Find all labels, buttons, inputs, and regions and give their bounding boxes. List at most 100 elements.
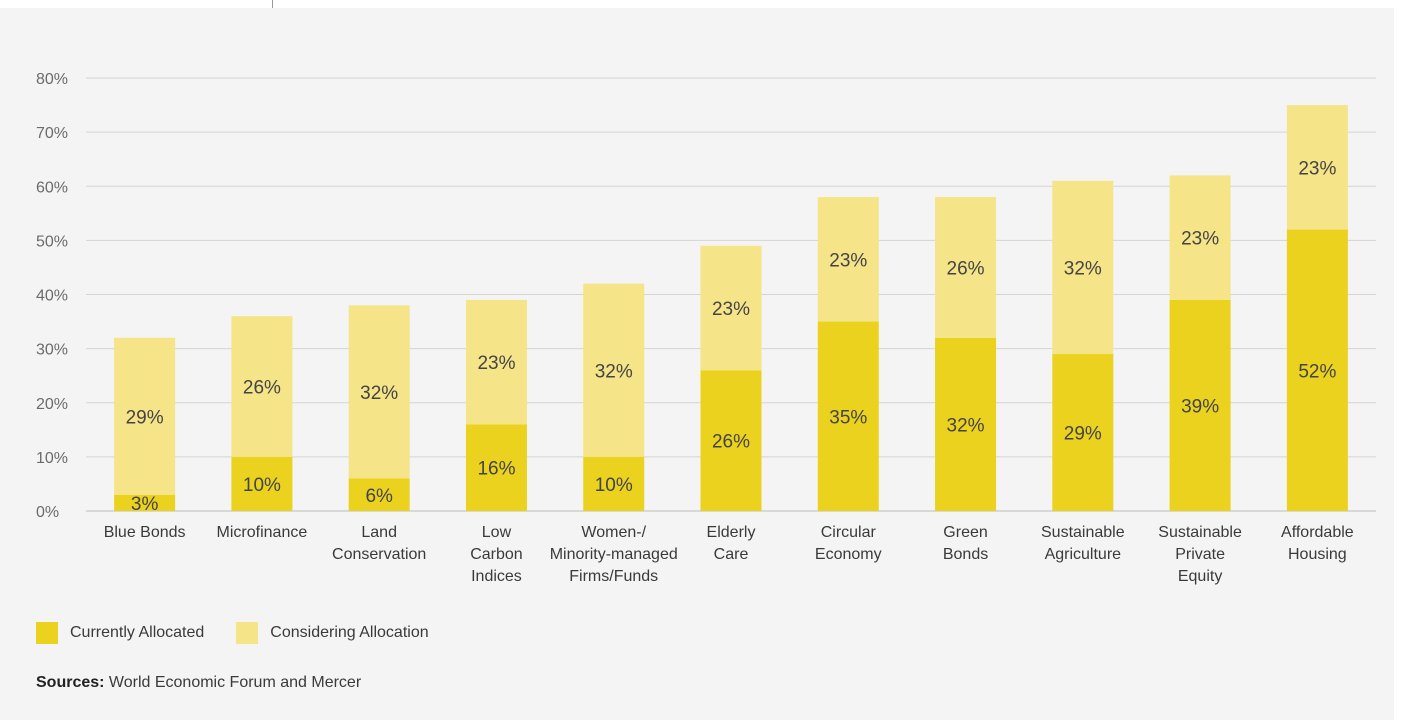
- bar-segment: [114, 337, 176, 495]
- source-note: Sources: World Economic Forum and Mercer: [36, 674, 361, 692]
- x-tick-label: Women-/ Minority-managed Firms/Funds: [550, 524, 678, 585]
- data-label: 26%: [947, 258, 985, 279]
- data-label: 32%: [947, 415, 985, 436]
- x-tick-label-line: Economy: [815, 546, 882, 563]
- x-axis: Blue Bonds Microfinance Land Conservation Lo…: [104, 524, 1354, 585]
- bar-segment: [1052, 354, 1114, 511]
- legend-label: Considering Allocation: [270, 624, 429, 641]
- data-label: 52%: [1298, 361, 1336, 382]
- source-text: World Economic Forum and Mercer: [104, 674, 362, 691]
- bar-segment: [231, 456, 293, 511]
- bar-segment: [935, 337, 997, 511]
- x-tick-label-line: Green: [943, 524, 987, 541]
- bar-segment: [817, 321, 879, 511]
- y-tick-label: 50%: [36, 233, 68, 250]
- x-tick-label-line: Land: [361, 524, 397, 541]
- data-label: 32%: [1064, 258, 1102, 279]
- bar-segment: [700, 370, 762, 511]
- bar-segment: [1169, 175, 1231, 300]
- data-label: 26%: [243, 378, 281, 399]
- y-tick-label: 20%: [36, 396, 68, 413]
- x-tick-label-line: Women-/: [581, 524, 646, 541]
- y-tick-label: 40%: [36, 288, 68, 305]
- data-label: 23%: [477, 353, 515, 374]
- x-tick-label: Sustainable Agriculture: [1041, 524, 1125, 563]
- x-tick-label-line: Carbon: [470, 546, 522, 563]
- bar-segment: [465, 424, 527, 511]
- data-label: 32%: [360, 383, 398, 404]
- stacked-bar-chart: 0% 10% 20% 30% 40% 50% 60% 70% 80% 3% 29% 10% 26% 6%…: [36, 71, 1376, 585]
- header-divider-tick: [272, 0, 273, 8]
- data-label: 6%: [365, 486, 393, 507]
- data-label: 26%: [712, 432, 750, 453]
- x-tick-label-line: Bonds: [943, 546, 988, 563]
- bar-segment: [583, 456, 645, 511]
- y-tick-label: 30%: [36, 342, 68, 359]
- x-tick-label-line: Care: [714, 546, 749, 563]
- x-tick-label-line: Housing: [1288, 546, 1347, 563]
- x-tick-label: Sustainable Private Equity: [1158, 524, 1242, 585]
- x-tick-label-line: Elderly: [707, 524, 756, 541]
- y-tick-label: 60%: [36, 179, 68, 196]
- legend: Currently Allocated Considering Allocati…: [36, 622, 461, 644]
- x-tick-label: Land Conservation: [332, 524, 426, 563]
- x-tick-label-line: Sustainable: [1041, 524, 1125, 541]
- legend-swatch-considering-allocation: [236, 622, 259, 644]
- x-tick-label: Affordable Housing: [1281, 524, 1354, 563]
- data-label: 32%: [595, 361, 633, 382]
- legend-item-considering-allocation: Considering Allocation: [236, 622, 429, 644]
- data-label: 3%: [131, 494, 159, 515]
- bars: 3% 29% 10% 26% 6% 32% 16% 23% 10% 32% 26% 23% 35% 23%…: [114, 105, 1348, 515]
- x-tick-label-line: Microfinance: [217, 524, 308, 541]
- bar-segment: [935, 197, 997, 338]
- bar-segment: [114, 494, 176, 511]
- y-tick-label: 70%: [36, 125, 68, 142]
- x-tick-label-line: Low: [482, 524, 512, 541]
- bar-segment: [1286, 105, 1348, 230]
- x-tick-label: Blue Bonds: [104, 524, 186, 541]
- bar-segment: [817, 197, 879, 322]
- x-tick-label-line: Agriculture: [1045, 546, 1122, 563]
- x-tick-label: Microfinance: [217, 524, 308, 541]
- data-label: 16%: [477, 459, 515, 480]
- data-label: 23%: [1181, 229, 1219, 250]
- legend-swatch-currently-allocated: [36, 622, 58, 644]
- y-tick-label: 0%: [36, 504, 59, 521]
- data-label: 23%: [829, 250, 867, 271]
- x-tick-label: Low Carbon Indices: [470, 524, 522, 585]
- y-tick-label: 80%: [36, 71, 68, 88]
- x-tick-label-line: Blue Bonds: [104, 524, 186, 541]
- y-axis: 0% 10% 20% 30% 40% 50% 60% 70% 80%: [36, 71, 68, 521]
- x-tick-label-line: Circular: [821, 524, 877, 541]
- x-tick-label-line: Indices: [471, 568, 522, 585]
- data-label: 35%: [829, 407, 867, 428]
- data-label: 23%: [712, 299, 750, 320]
- bar-segment: [700, 245, 762, 371]
- y-tick-label: 10%: [36, 450, 68, 467]
- x-tick-label-line: Private: [1175, 546, 1225, 563]
- x-tick-label-line: Equity: [1178, 568, 1222, 585]
- bar-segment: [465, 299, 527, 425]
- x-tick-label: Green Bonds: [943, 524, 988, 563]
- data-label: 10%: [595, 475, 633, 496]
- data-label: 23%: [1298, 158, 1336, 179]
- x-tick-label-line: Minority-managed: [550, 546, 678, 563]
- x-tick-label-line: Firms/Funds: [569, 568, 658, 585]
- bar-segment: [583, 283, 645, 457]
- x-tick-label: Circular Economy: [815, 524, 882, 563]
- bar-segment: [1169, 299, 1231, 511]
- data-label: 29%: [126, 407, 164, 428]
- source-label: Sources:: [36, 674, 105, 691]
- bar-segment: [348, 305, 410, 479]
- legend-item-currently-allocated: Currently Allocated: [36, 622, 204, 644]
- data-label: 39%: [1181, 396, 1219, 417]
- data-label: 29%: [1064, 424, 1102, 445]
- bar-segment: [1052, 180, 1114, 355]
- chart-panel: 0% 10% 20% 30% 40% 50% 60% 70% 80% 3% 29% 10% 26% 6%…: [0, 8, 1394, 720]
- x-tick-label-line: Sustainable: [1158, 524, 1242, 541]
- legend-label: Currently Allocated: [70, 624, 205, 641]
- x-tick-label-line: Conservation: [332, 546, 426, 563]
- bar-segment: [231, 316, 293, 457]
- x-tick-label-line: Affordable: [1281, 524, 1354, 541]
- bar-segment: [348, 478, 410, 511]
